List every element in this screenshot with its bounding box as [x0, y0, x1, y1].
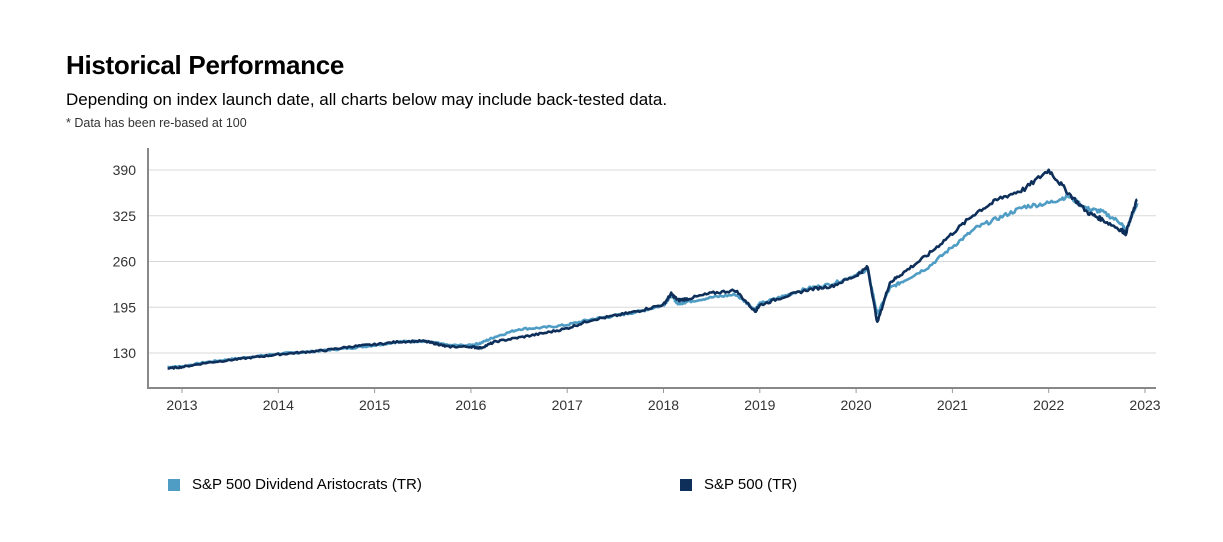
x-tick-label: 2023	[1129, 397, 1160, 413]
x-tick-label: 2020	[841, 397, 872, 413]
x-tick-label: 2016	[455, 397, 486, 413]
page-title: Historical Performance	[66, 50, 345, 80]
y-axis-ticks: 130 195 260 325 390	[113, 162, 137, 361]
series-line-dividend-aristocrats	[167, 193, 1139, 369]
series-line-sp500	[167, 168, 1138, 370]
x-tick-label: 2018	[648, 397, 679, 413]
legend-item-dividend-aristocrats[interactable]: S&P 500 Dividend Aristocrats (TR)	[168, 476, 422, 493]
legend-label: S&P 500 (TR)	[704, 476, 798, 493]
series-lines	[167, 168, 1139, 370]
x-tick-label: 2014	[263, 397, 294, 413]
legend-swatch	[680, 478, 692, 491]
x-tick-label: 2019	[744, 397, 775, 413]
y-tick-label: 195	[113, 299, 137, 315]
x-tick-label: 2022	[1033, 397, 1064, 413]
y-tick-label: 130	[113, 345, 137, 361]
x-tick-label: 2013	[166, 397, 197, 413]
legend-item-sp500[interactable]: S&P 500 (TR)	[680, 476, 797, 493]
legend-swatch	[168, 478, 180, 491]
y-tick-label: 325	[113, 208, 137, 224]
rebase-note: * Data has been re-based at 100	[66, 116, 247, 130]
x-axis-ticks: 2013 2014 2015 2016 2017 2018 2019 2020 2021 2022…	[166, 388, 1161, 413]
y-tick-label: 260	[113, 254, 137, 270]
x-tick-label: 2017	[552, 397, 583, 413]
legend-label: S&P 500 Dividend Aristocrats (TR)	[192, 476, 422, 493]
page-subtitle: Depending on index launch date, all char…	[66, 90, 668, 109]
x-tick-label: 2021	[937, 397, 968, 413]
y-tick-label: 390	[113, 162, 137, 178]
x-tick-label: 2015	[359, 397, 390, 413]
